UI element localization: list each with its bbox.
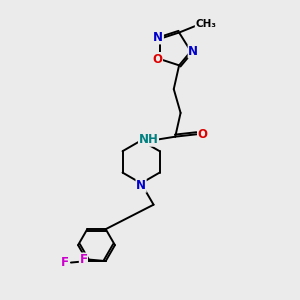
Text: F: F xyxy=(61,256,69,269)
Text: N: N xyxy=(188,45,198,58)
Text: F: F xyxy=(80,253,87,266)
Text: O: O xyxy=(198,128,208,141)
Text: O: O xyxy=(152,52,163,66)
Text: N: N xyxy=(153,31,163,44)
Text: CH₃: CH₃ xyxy=(195,19,216,28)
Text: NH: NH xyxy=(139,133,158,146)
Text: N: N xyxy=(136,179,146,192)
